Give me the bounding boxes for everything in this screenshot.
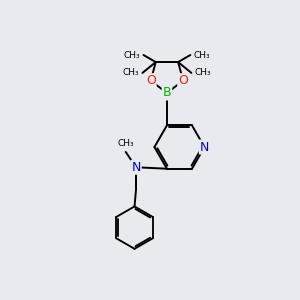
Text: CH₃: CH₃ xyxy=(117,140,134,148)
Text: B: B xyxy=(163,86,171,100)
Text: N: N xyxy=(131,161,141,174)
Text: CH₃: CH₃ xyxy=(195,68,211,77)
Text: CH₃: CH₃ xyxy=(122,68,139,77)
Text: N: N xyxy=(200,141,209,154)
Text: CH₃: CH₃ xyxy=(123,50,140,59)
Text: O: O xyxy=(178,74,188,87)
Text: CH₃: CH₃ xyxy=(194,50,211,59)
Text: O: O xyxy=(146,74,156,87)
